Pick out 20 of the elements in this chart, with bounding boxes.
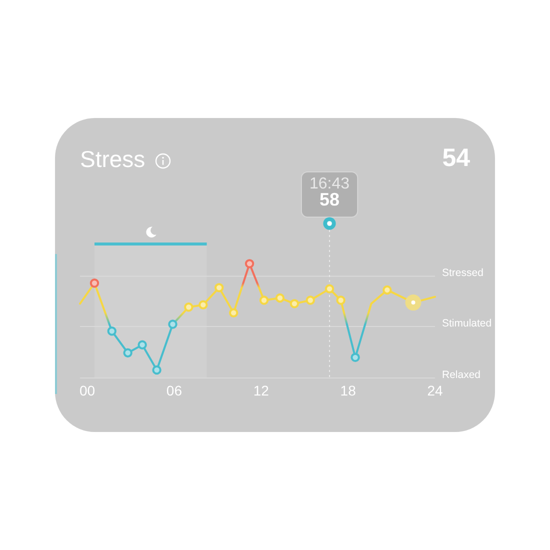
point xyxy=(198,300,208,310)
point xyxy=(259,296,269,305)
point xyxy=(290,299,300,308)
point xyxy=(336,296,346,305)
point xyxy=(123,348,132,358)
point xyxy=(382,285,392,295)
point xyxy=(350,352,360,362)
point xyxy=(107,326,116,336)
point xyxy=(184,302,194,312)
point xyxy=(168,320,178,329)
point xyxy=(228,308,238,318)
point xyxy=(138,340,147,350)
point xyxy=(324,284,334,294)
point xyxy=(405,294,422,311)
point xyxy=(214,283,224,292)
point xyxy=(244,259,254,268)
point xyxy=(275,293,285,303)
point xyxy=(152,365,162,375)
point xyxy=(306,296,315,305)
point xyxy=(90,278,100,288)
